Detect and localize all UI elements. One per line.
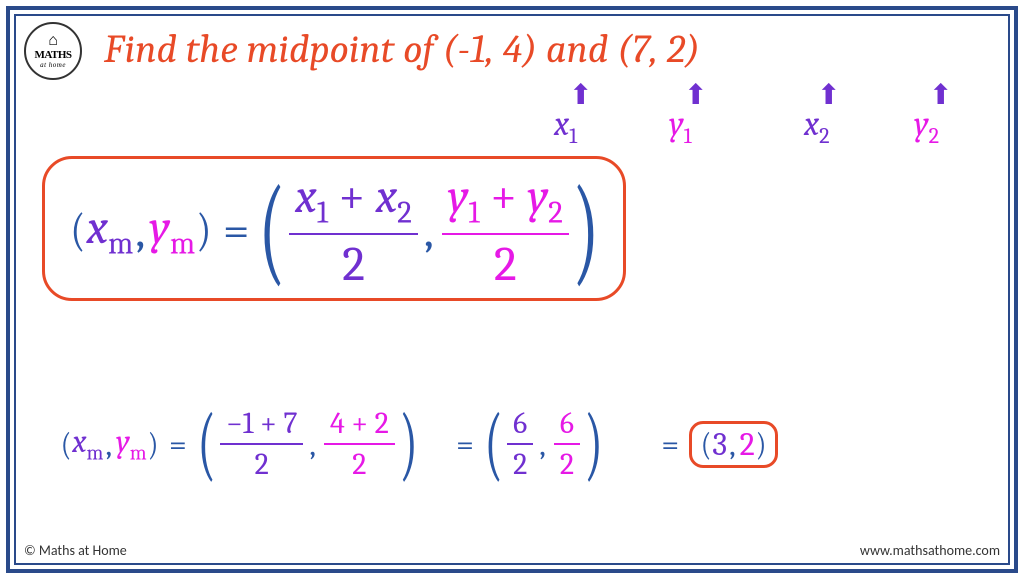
title-middle: and: [537, 26, 617, 72]
equals: =: [661, 426, 679, 463]
title-point-1: (-1, 4): [443, 26, 538, 72]
paren-open: (: [70, 204, 85, 257]
footer-right: www.mathsathome.com: [860, 542, 1000, 559]
frac-y-num: y1 + y2: [442, 169, 569, 233]
big-paren-close: ): [399, 410, 418, 477]
logo-text-2: at home: [40, 61, 66, 69]
frac-calc-x: −1 + 7 2: [220, 406, 303, 482]
formula-box: ( xm , ym ) = ( x1 + x2 2 , y1 + y2 2 ): [42, 156, 626, 301]
footer-left: © Maths at Home: [24, 542, 127, 559]
title-text: Find the midpoint of (-1, 4) and (7, 2): [104, 26, 700, 72]
calc1-y-den: 2: [346, 445, 372, 482]
comma: ,: [539, 426, 546, 463]
frac-calc2-y: 6 2: [554, 406, 580, 482]
calc2-x-den: 2: [507, 445, 533, 482]
formula-row: ( xm , ym ) = ( x1 + x2 2 , y1 + y2 2 ): [69, 169, 599, 292]
result-box: ( 3 , 2 ): [689, 421, 778, 468]
frac-x-num: x1 + x2: [289, 169, 418, 233]
label-x1: x1: [554, 104, 577, 149]
equals: =: [169, 426, 187, 463]
paren-close: ): [197, 204, 212, 257]
comma: ,: [105, 426, 112, 463]
label-y1: y1: [669, 104, 692, 149]
comma: ,: [729, 426, 736, 463]
big-paren-close: ): [584, 410, 603, 477]
calc2-y-num: 6: [554, 406, 580, 443]
label-x2: x2: [804, 104, 830, 149]
logo: ⌂ MATHS at home: [24, 22, 82, 80]
title-prefix: Find the midpoint of: [104, 26, 443, 72]
frac-calc2-x: 6 2: [507, 406, 533, 482]
equals: =: [223, 203, 250, 258]
big-paren-open: (: [197, 410, 216, 477]
house-icon: ⌂: [48, 33, 58, 49]
label-y2: y2: [914, 104, 939, 149]
calc2-x-num: 6: [507, 406, 533, 443]
calc1-x-den: 2: [249, 445, 275, 482]
title-point-2: (7, 2): [617, 26, 700, 72]
logo-text-1: MATHS: [34, 49, 71, 61]
paren-open: (: [701, 426, 711, 463]
comma: ,: [309, 426, 316, 463]
comma: ,: [135, 203, 145, 258]
calc1-x-num: −1 + 7: [220, 406, 303, 443]
frac-calc-y: 4 + 2 2: [324, 406, 395, 482]
comma: ,: [424, 203, 434, 258]
labels-row: x1 y1 x2 y2: [104, 104, 954, 144]
frac-y: y1 + y2 2: [442, 169, 569, 292]
result-y: 2: [740, 426, 755, 463]
frac-y-den: 2: [488, 235, 523, 292]
inner-border: ⌂ MATHS at home Find the midpoint of (-1…: [14, 14, 1010, 565]
xm-var: xm: [87, 200, 134, 262]
paren-open: (: [61, 426, 71, 463]
outer-border: ⌂ MATHS at home Find the midpoint of (-1…: [6, 6, 1018, 573]
equals: =: [456, 426, 474, 463]
calc2-y-den: 2: [554, 445, 580, 482]
big-paren-open: (: [259, 181, 287, 279]
frac-x-den: 2: [336, 235, 371, 292]
paren-close: ): [148, 426, 158, 463]
frac-x: x1 + x2 2: [289, 169, 418, 292]
calc-row: ( xm , ym ) = ( −1 + 7 2 , 4 + 2 2 ) = (…: [60, 406, 778, 482]
big-paren-close: ): [572, 181, 600, 279]
result-x: 3: [712, 426, 727, 463]
xm-var: xm: [72, 423, 103, 465]
ym-var: ym: [149, 200, 195, 262]
paren-close: ): [756, 426, 766, 463]
calc1-y-num: 4 + 2: [324, 406, 395, 443]
big-paren-open: (: [484, 410, 503, 477]
ym-var: ym: [116, 423, 147, 465]
